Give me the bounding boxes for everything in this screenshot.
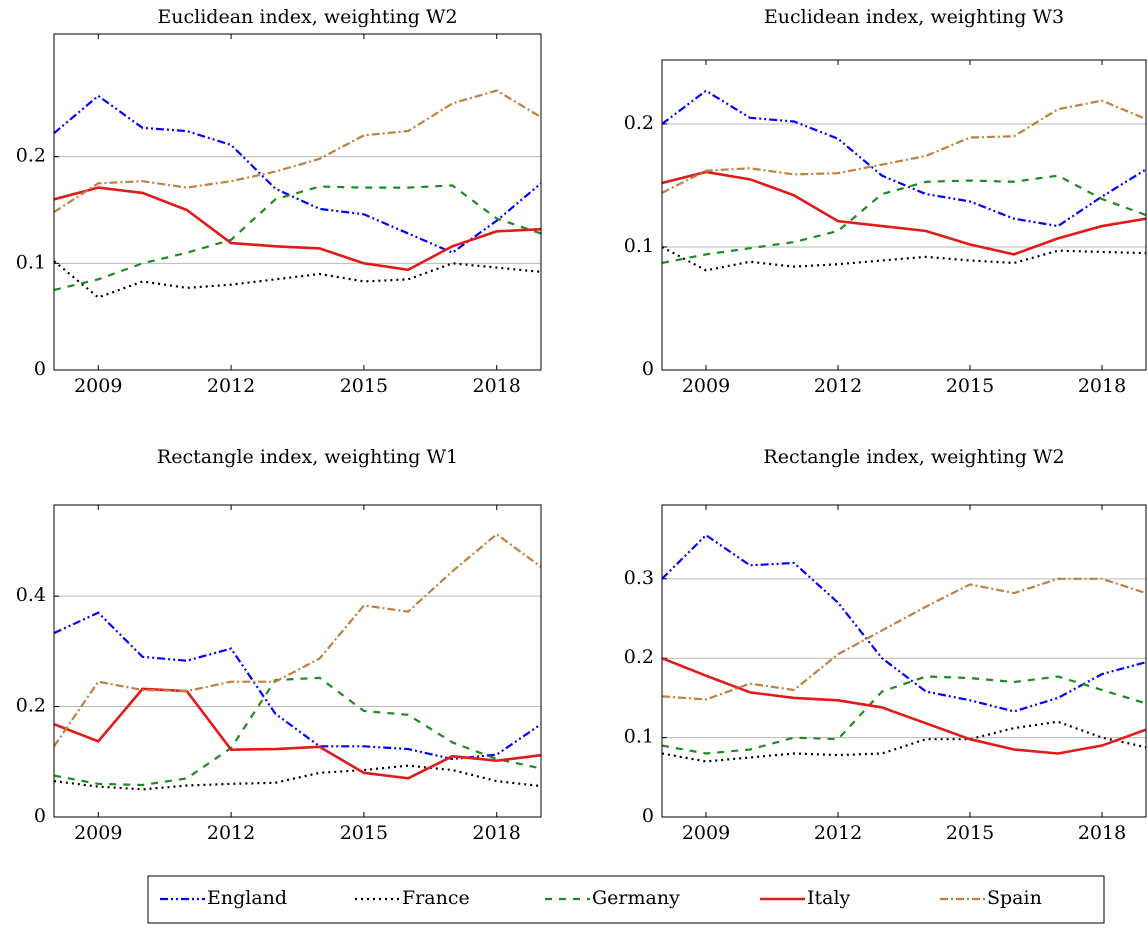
chart-title: Rectangle index, weighting W1 bbox=[157, 446, 458, 468]
series-line bbox=[54, 186, 541, 272]
y-tick-label: 0.2 bbox=[624, 646, 654, 668]
plot-frame bbox=[53, 504, 542, 818]
legend-box bbox=[147, 875, 1105, 924]
legend-label: Italy bbox=[807, 887, 851, 909]
chart-title: Euclidean index, weighting W3 bbox=[764, 6, 1064, 28]
y-tick-label: 0.2 bbox=[624, 112, 654, 134]
x-tick-label: 2015 bbox=[340, 822, 388, 844]
x-tick-label: 2015 bbox=[946, 375, 994, 397]
x-tick-label: 2009 bbox=[74, 375, 122, 397]
x-tick-label: 2015 bbox=[340, 375, 388, 397]
y-tick-label: 0.4 bbox=[16, 584, 46, 606]
x-tick-label: 2018 bbox=[1078, 822, 1126, 844]
chart-title: Euclidean index, weighting W2 bbox=[157, 6, 457, 28]
series-line bbox=[54, 94, 541, 254]
x-tick-label: 2018 bbox=[473, 375, 521, 397]
x-tick-label: 2009 bbox=[74, 822, 122, 844]
y-tick-label: 0.1 bbox=[624, 726, 654, 748]
series-line bbox=[662, 675, 1146, 755]
y-tick-label: 0.1 bbox=[624, 235, 654, 257]
y-tick-label: 0 bbox=[34, 358, 46, 380]
series-line bbox=[54, 676, 541, 787]
x-tick-label: 2012 bbox=[814, 822, 862, 844]
series-line bbox=[662, 99, 1146, 194]
y-tick-label: 0 bbox=[642, 805, 654, 827]
legend-label: England bbox=[207, 887, 287, 909]
legend-label: France bbox=[402, 887, 470, 909]
x-tick-label: 2009 bbox=[682, 822, 730, 844]
series-line bbox=[54, 611, 541, 761]
y-tick-label: 0.2 bbox=[16, 695, 46, 717]
plot-frame bbox=[53, 33, 542, 371]
series-line bbox=[662, 720, 1146, 763]
y-tick-label: 0 bbox=[642, 358, 654, 380]
series-line bbox=[662, 89, 1146, 228]
y-tick-label: 0.2 bbox=[16, 145, 46, 167]
y-tick-label: 0.1 bbox=[16, 251, 46, 273]
series-line bbox=[662, 170, 1146, 256]
legend-label: Spain bbox=[987, 887, 1042, 909]
series-line bbox=[54, 764, 541, 791]
y-tick-label: 0.3 bbox=[624, 567, 654, 589]
series-line bbox=[54, 184, 541, 292]
x-tick-label: 2012 bbox=[814, 375, 862, 397]
x-tick-label: 2015 bbox=[946, 822, 994, 844]
series-line bbox=[54, 687, 541, 780]
x-tick-label: 2009 bbox=[682, 375, 730, 397]
series-line bbox=[662, 577, 1146, 701]
series-line bbox=[662, 533, 1146, 713]
x-tick-label: 2012 bbox=[207, 822, 255, 844]
series-line bbox=[54, 89, 541, 214]
x-tick-label: 2018 bbox=[1078, 375, 1126, 397]
series-line bbox=[54, 260, 541, 299]
x-tick-label: 2018 bbox=[473, 822, 521, 844]
x-tick-label: 2012 bbox=[207, 375, 255, 397]
legend-label: Germany bbox=[592, 887, 680, 909]
series-line bbox=[54, 532, 541, 747]
plot-frame bbox=[661, 59, 1147, 371]
chart-title: Rectangle index, weighting W2 bbox=[763, 446, 1064, 468]
series-line bbox=[662, 174, 1146, 265]
series-line bbox=[662, 657, 1146, 755]
y-tick-label: 0 bbox=[34, 805, 46, 827]
plot-frame bbox=[661, 504, 1147, 818]
